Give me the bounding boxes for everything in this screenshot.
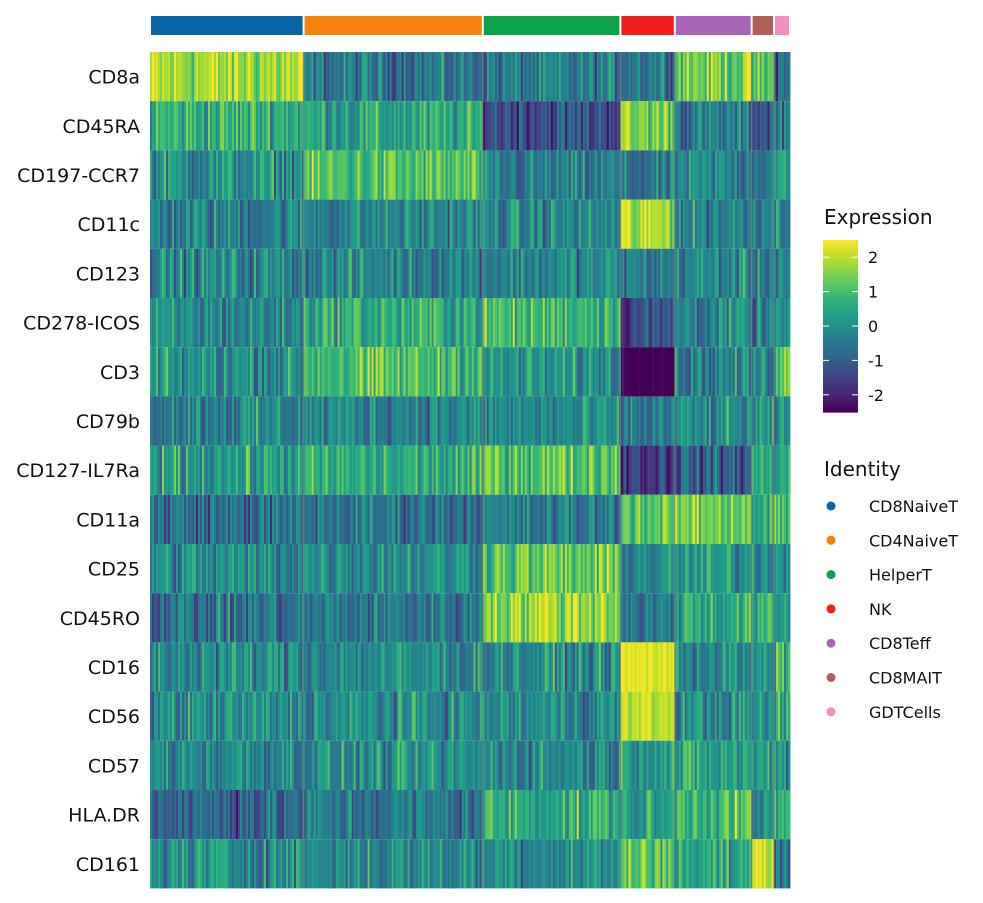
heatmap-row-cd57 <box>150 740 791 790</box>
row-label-cd45ra: CD45RA <box>62 116 140 138</box>
row-label-cd79b: CD79b <box>76 411 140 433</box>
legend-key-cd8teff <box>826 638 836 648</box>
heatmap-row-cd11a <box>150 494 791 544</box>
row-label-hla.dr: HLA.DR <box>68 805 140 827</box>
row-label-cd8a: CD8a <box>88 67 140 89</box>
row-label-cd25: CD25 <box>88 559 140 581</box>
annotation-nk <box>621 16 674 35</box>
heatmap-row-cd123 <box>150 248 791 298</box>
legend-label-cd8mait: CD8MAIT <box>869 669 942 688</box>
expression-legend-title: Expression <box>824 205 933 229</box>
identity-annotation-bar <box>151 16 789 35</box>
annotation-gdtcells <box>775 16 789 35</box>
annotation-cd8naivet <box>151 16 303 35</box>
row-label-cd16: CD16 <box>88 657 140 679</box>
heatmap-row-cd278-icos <box>150 298 791 348</box>
heatmap-row-cd127-il7ra <box>150 445 791 495</box>
legend-key-helpert <box>826 570 836 580</box>
annotation-helpert <box>483 16 620 35</box>
identity-legend-title: Identity <box>824 457 901 481</box>
legend-key-cd4naivet <box>826 535 836 545</box>
row-label-cd11a: CD11a <box>76 509 140 531</box>
legend-label-cd4naivet: CD4NaiveT <box>869 531 958 550</box>
row-label-cd3: CD3 <box>100 362 140 384</box>
colorbar-tick-label: 1 <box>868 283 878 302</box>
expression-colorbar: Expression 2 1 0 -1 -2 <box>823 205 933 413</box>
row-label-cd123: CD123 <box>76 263 140 285</box>
row-label-cd161: CD161 <box>76 854 140 876</box>
colorbar-tick-label: 0 <box>868 317 878 336</box>
row-label-cd56: CD56 <box>88 706 140 728</box>
group-separators <box>303 52 775 889</box>
heatmap-row-hla.dr <box>150 790 791 840</box>
annotation-cd8teff <box>675 16 751 35</box>
heatmap-row-cd16 <box>150 642 791 692</box>
legend-label-cd8teff: CD8Teff <box>869 634 932 653</box>
heatmap-row-cd56 <box>150 691 791 741</box>
heatmap-row-cd8a <box>150 52 791 102</box>
heatmap-row-cd11c <box>150 199 791 249</box>
legend-label-helpert: HelperT <box>869 566 932 585</box>
legend-label-gdtcells: GDTCells <box>869 703 941 722</box>
heatmap-row-cd161 <box>150 839 791 889</box>
colorbar-tick-label: 2 <box>868 248 878 267</box>
heatmap-row-cd45ra <box>150 101 791 151</box>
row-label-cd197-ccr7: CD197-CCR7 <box>17 165 140 187</box>
colorbar-tick-label: -1 <box>868 351 884 370</box>
identity-legend: Identity CD8NaiveT CD4NaiveT HelperT NK CD8T… <box>824 457 958 722</box>
annotation-cd8mait <box>752 16 773 35</box>
heatmap-row-cd79b <box>150 396 791 446</box>
row-label-cd127-il7ra: CD127-IL7Ra <box>16 460 140 482</box>
colorbar-tick-label: -2 <box>868 386 884 405</box>
heatmap-row-cd45ro <box>150 593 791 643</box>
annotation-cd4naivet <box>304 16 482 35</box>
row-label-cd278-icos: CD278-ICOS <box>23 313 140 335</box>
row-labels: CD8a CD45RA CD197-CCR7 CD11c CD123 CD278-ICOS… <box>16 67 140 876</box>
heatmap-row-cd25 <box>150 544 791 594</box>
heatmap-cells <box>150 52 791 889</box>
heatmap-row-cd3 <box>150 347 791 397</box>
row-label-cd57: CD57 <box>88 755 140 777</box>
legend-label-cd8naivet: CD8NaiveT <box>869 497 958 516</box>
heatmap-row-cd197-ccr7 <box>150 150 791 200</box>
legend-key-gdtcells <box>826 707 836 717</box>
legend-key-cd8mait <box>826 673 836 682</box>
legend-key-nk <box>826 604 836 614</box>
legend-label-nk: NK <box>869 600 892 619</box>
row-label-cd11c: CD11c <box>77 214 140 236</box>
legend-key-cd8naivet <box>826 501 836 511</box>
row-label-cd45ro: CD45RO <box>60 608 140 630</box>
